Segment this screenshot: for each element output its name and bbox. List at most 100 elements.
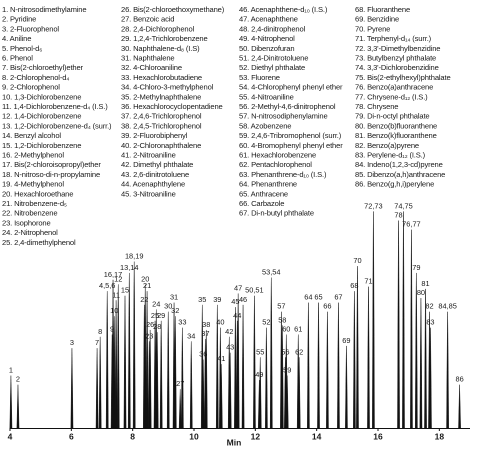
compound-entry: 27. Benzoic acid xyxy=(121,15,174,24)
peak xyxy=(123,295,127,429)
compound-entry: 6. Phenol xyxy=(2,54,33,63)
compound-entry: 59. 2,4,6-Tribromophenol (surr.) xyxy=(239,131,342,140)
peak-label: 12 xyxy=(114,274,122,283)
compound-entry: 53. Fluorene xyxy=(239,73,280,82)
peak-label: 74,75 xyxy=(394,201,413,210)
compound-entry: 70. Pyrene xyxy=(355,24,390,33)
peak xyxy=(189,341,193,429)
peak-label: 70 xyxy=(353,256,361,265)
peak xyxy=(253,295,256,429)
compound-entry: 28. 2,4-Dichlorophenol xyxy=(121,24,195,33)
compound-entry: 50. Dibenzofuran xyxy=(239,44,294,53)
compound-entry: 81. Benzo(k)fluoranthene xyxy=(355,131,437,140)
x-axis-label: Min xyxy=(227,437,242,447)
peak-label: 37 xyxy=(201,329,209,338)
x-tick-label: 8 xyxy=(130,431,135,441)
compound-entry: 10. 1,3-Dichlorobenzene xyxy=(2,92,81,101)
peak xyxy=(402,211,405,429)
x-tick-label: 6 xyxy=(69,431,74,441)
peak xyxy=(127,272,131,429)
compound-entry: 74. 3,3'-Dichlorobenzidine xyxy=(355,63,439,72)
peak-label: 59 xyxy=(283,366,291,375)
peak-label: 44 xyxy=(233,311,241,320)
compound-entry: 69. Benzidine xyxy=(355,15,399,24)
peak-label: 82 xyxy=(425,302,433,311)
peak xyxy=(410,229,413,429)
peak-label: 49 xyxy=(255,370,263,379)
peak-label: 64 xyxy=(304,293,312,302)
peak-label: 16,17 xyxy=(104,270,123,279)
peak-label: 38 xyxy=(202,320,210,329)
peak xyxy=(228,352,232,429)
compound-entry: 49. 4-Nitrophenol xyxy=(239,34,295,43)
peak-label: 20 xyxy=(141,274,149,283)
peak xyxy=(317,302,320,429)
peak xyxy=(424,288,427,429)
peak-label: 57 xyxy=(277,302,285,311)
compound-entry: 32. 4-Chloroaniline xyxy=(121,63,182,72)
compound-entry: 26. Bis(2-chloroethoxymethane) xyxy=(121,5,225,14)
peak-label: 1 xyxy=(9,366,13,375)
peak xyxy=(70,348,74,429)
peak xyxy=(234,307,237,429)
peak-label: 81 xyxy=(421,279,429,288)
peak xyxy=(281,325,284,429)
peak xyxy=(112,316,116,429)
peak xyxy=(145,291,149,429)
compound-entry: 57. N-nitrosodiphenylamine xyxy=(239,112,328,121)
peak xyxy=(114,300,118,429)
peak-label: 58 xyxy=(278,315,286,324)
compound-entry: 54. 4-Chlorophenyl phenyl ether xyxy=(239,83,343,92)
peak-label: 79 xyxy=(412,263,420,272)
compound-entry: 36. Hexachlorocyclopentadiene xyxy=(121,102,223,111)
compound-entry: 75. Bis(2-ethylhexyl)phthalate xyxy=(355,73,451,82)
compound-entry: 40. 2-Chloronaphthalene xyxy=(121,141,201,150)
peak-label: 76,77 xyxy=(402,220,421,229)
peak-label: 69 xyxy=(342,336,350,345)
compound-entry: 84. Indeno(1,2,3-cd)pyrene xyxy=(355,160,443,169)
peak-label: 40 xyxy=(216,318,224,327)
peak-label: 78 xyxy=(394,210,402,219)
peak xyxy=(236,293,240,429)
compound-entry: 11. 1,4-Dichlorobenzene-d₄ (I.S.) xyxy=(2,102,108,111)
compound-entry: 83. Perylene-d₁₂ (I.S.) xyxy=(355,151,426,160)
compound-entry: 47. Acenaphthene xyxy=(239,15,298,24)
compound-entry: 23. Isophorone xyxy=(2,218,51,227)
peak xyxy=(204,329,208,429)
peak xyxy=(241,304,245,429)
compound-entry: 13. 1,2-Dichlorobenzene-d₄ (surr.) xyxy=(2,121,112,130)
peak-label: 61 xyxy=(294,324,302,333)
compound-entry: 66. Carbazole xyxy=(239,199,284,208)
peak-label: 67 xyxy=(334,293,342,302)
peak xyxy=(458,384,461,429)
compound-entry: 82. Benzo(a)pyrene xyxy=(355,141,419,150)
compound-entry: 20. Hexachloroethane xyxy=(2,189,73,198)
peak-label: 10 xyxy=(110,306,118,315)
peak-label: 53,54 xyxy=(262,267,281,276)
peak-label: 55 xyxy=(256,347,264,356)
peak-label: 86 xyxy=(455,375,463,384)
peak xyxy=(356,266,359,429)
peak xyxy=(201,359,205,429)
compound-entry: 85. Dibenzo(a,h)anthracene xyxy=(355,170,445,179)
compound-entry: 22. Nitrobenzene xyxy=(2,209,57,218)
x-tick-label: 16 xyxy=(373,431,383,441)
x-tick-label: 10 xyxy=(189,431,199,441)
peak xyxy=(132,261,136,429)
peak xyxy=(269,277,273,429)
compound-entry: 30. Naphthalene-d₈ (I.S) xyxy=(121,44,200,53)
peak-label: 22 xyxy=(140,295,148,304)
compound-entry: 58. Azobenzene xyxy=(239,121,291,130)
compound-entry: 63. Phenanthrene-d₁₀ (I.S.) xyxy=(239,170,327,179)
x-tick-label: 4 xyxy=(8,431,13,441)
compound-entry: 56. 2-Methyl-4,6-dinitrophenol xyxy=(239,102,336,111)
peak-label: 39 xyxy=(213,295,221,304)
peak-label: 72,73 xyxy=(364,201,383,210)
peak xyxy=(345,345,348,429)
peak xyxy=(219,364,223,429)
compound-entry: 31. Naphthalene xyxy=(121,54,174,63)
compound-entry: 1. N-nitrosodimethylamine xyxy=(2,5,86,14)
peak-label: 24 xyxy=(152,299,160,308)
x-tick-label: 12 xyxy=(251,431,261,441)
peak xyxy=(353,291,356,429)
